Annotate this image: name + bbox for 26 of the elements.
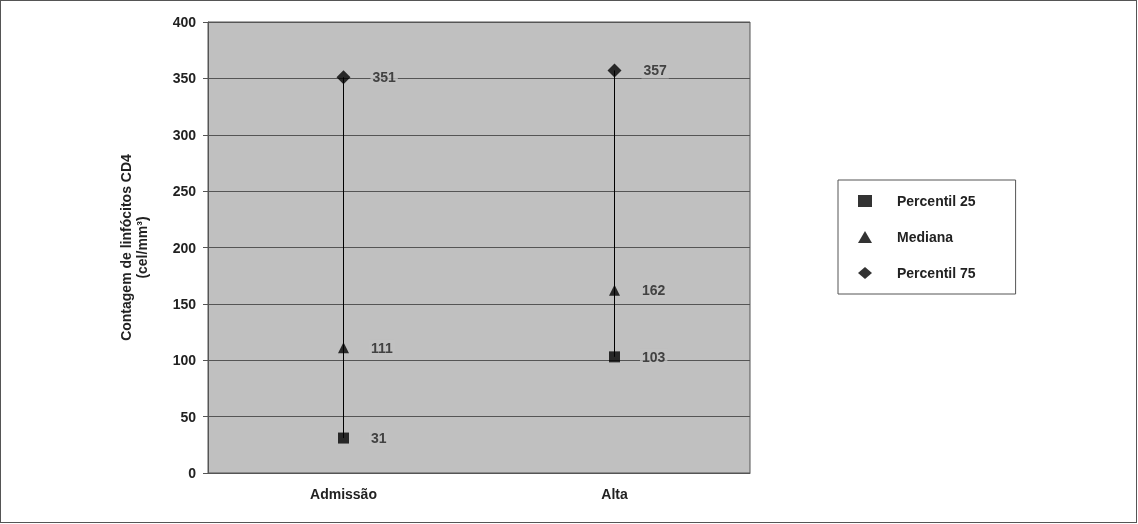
y-axis-title: Contagem de linfócitos CD4 (cel/mm³) xyxy=(118,153,150,341)
y-tick-label: 400 xyxy=(172,14,197,30)
data-label: 103 xyxy=(642,348,666,365)
point xyxy=(338,432,349,444)
data-label: 31 xyxy=(371,430,387,447)
data-label: 111 xyxy=(371,339,394,356)
x-tick-label: Alta xyxy=(601,486,628,502)
y-tick-label: 100 xyxy=(172,352,197,369)
point xyxy=(607,63,622,78)
data-label: 162 xyxy=(642,282,666,299)
y-tick-label: 200 xyxy=(172,239,197,256)
point xyxy=(338,342,349,354)
point xyxy=(336,70,351,85)
y-tick-label: 300 xyxy=(172,126,197,143)
data-label: 357 xyxy=(643,62,668,79)
y-tick-label: 350 xyxy=(172,70,197,87)
data-label: 351 xyxy=(372,69,397,86)
y-tick-label: 150 xyxy=(172,295,197,312)
legend-label: Percentil 75 xyxy=(897,265,976,281)
legend-label: Percentil 25 xyxy=(897,193,976,209)
y-tick-label: 0 xyxy=(188,465,197,481)
legend-label: Mediana xyxy=(897,229,954,245)
y-tick-label: 50 xyxy=(180,408,197,425)
x-tick-label: Admissão xyxy=(310,486,377,502)
y-tick-label: 250 xyxy=(172,183,197,200)
point xyxy=(609,351,620,363)
